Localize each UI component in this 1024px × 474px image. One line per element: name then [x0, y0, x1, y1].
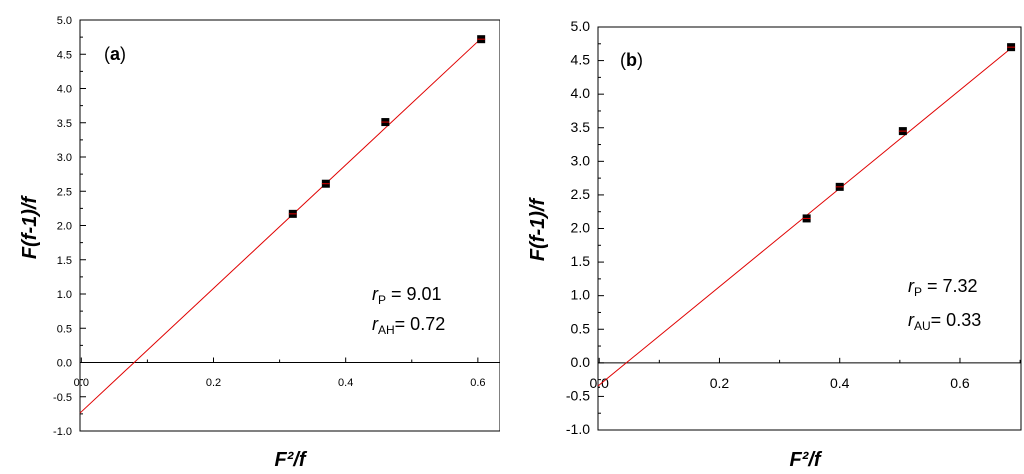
y-tick-label: 5.0 [57, 15, 72, 27]
y-tick-label: 4.0 [571, 85, 591, 101]
annotation-rau: rAU= 0.33 [908, 310, 981, 333]
x-tick-label: 0.4 [338, 377, 353, 389]
data-points [288, 35, 486, 218]
panel-label-a: (a) [104, 44, 126, 64]
y-tick-label: 3.0 [571, 152, 591, 168]
fit-line [79, 36, 483, 414]
y-tick-label: 1.5 [57, 255, 72, 267]
plot-frame [597, 26, 1022, 431]
y-tick-label: 1.5 [571, 253, 591, 269]
x-axis-label: F²/f [274, 449, 307, 471]
panel-label-b: (b) [620, 50, 643, 70]
fit-line-group [79, 36, 483, 414]
x-axis-label: F²/f [789, 449, 822, 471]
y-tick-label: 4.0 [57, 84, 72, 96]
y-tick-label: 3.5 [57, 118, 72, 130]
x-axis-ticks: 0.0 0.2 0.4 0.6 [589, 357, 1021, 391]
x-tick-label: 0.6 [950, 375, 970, 391]
y-tick-label: -1.0 [53, 426, 72, 438]
y-tick-label: 0.5 [571, 320, 591, 336]
y-tick-label: 2.5 [571, 186, 591, 202]
y-axis-label: F(f-1)/f [527, 197, 549, 262]
y-tick-label: -1.0 [566, 421, 590, 437]
y-tick-label: -0.5 [53, 392, 72, 404]
x-tick-label: 0.2 [206, 377, 221, 389]
y-axis-ticks: -1.0-0.50.00.51.01.52.02.53.03.54.04.55.… [53, 15, 86, 438]
annotation-rp: rP = 7.32 [908, 276, 978, 299]
x-tick-label: 0.4 [830, 375, 850, 391]
annotation-rah: rAH= 0.72 [372, 314, 445, 337]
x-axis-ticks: 0.0 0.2 0.4 0.6 [74, 357, 500, 389]
x-tick-label: 0.2 [710, 375, 730, 391]
plot-frame [79, 19, 500, 432]
y-tick-label: 2.0 [57, 221, 72, 233]
y-tick-label: 0.0 [57, 358, 72, 370]
y-tick-label: 3.5 [571, 119, 591, 135]
y-axis-ticks: -1.0 -0.5 0.0 0.5 1.0 1.5 2.0 2.5 3.0 3.5 4.0 4.5 5.… [566, 18, 604, 437]
y-tick-label: 5.0 [571, 18, 591, 34]
y-tick-label: 1.0 [571, 287, 591, 303]
y-tick-label: 4.5 [571, 52, 591, 68]
y-tick-label: 3.0 [57, 152, 72, 164]
y-tick-label: 2.5 [57, 186, 72, 198]
x-tick-label: 0.6 [470, 377, 485, 389]
y-tick-label: -0.5 [566, 387, 590, 403]
x-tick-label: 0.0 [589, 375, 609, 391]
y-tick-label: 0.0 [571, 354, 591, 370]
annotation-rp: rP = 9.01 [372, 284, 442, 307]
chart-panel-a: -1.0-0.50.00.51.01.52.02.53.03.54.04.55.… [19, 15, 500, 471]
y-tick-label: 0.5 [57, 323, 72, 335]
y-tick-label: 2.0 [571, 220, 591, 236]
data-points [802, 43, 1016, 223]
y-tick-label: 4.5 [57, 49, 72, 61]
x-tick-label: 0.0 [74, 377, 89, 389]
chart-panel-b: -1.0-0.50.00.51.01.52.02.53.03.54.04.55.… [527, 18, 1022, 471]
y-axis-label: F(f-1)/f [19, 195, 41, 260]
y-tick-label: 1.0 [57, 289, 72, 301]
